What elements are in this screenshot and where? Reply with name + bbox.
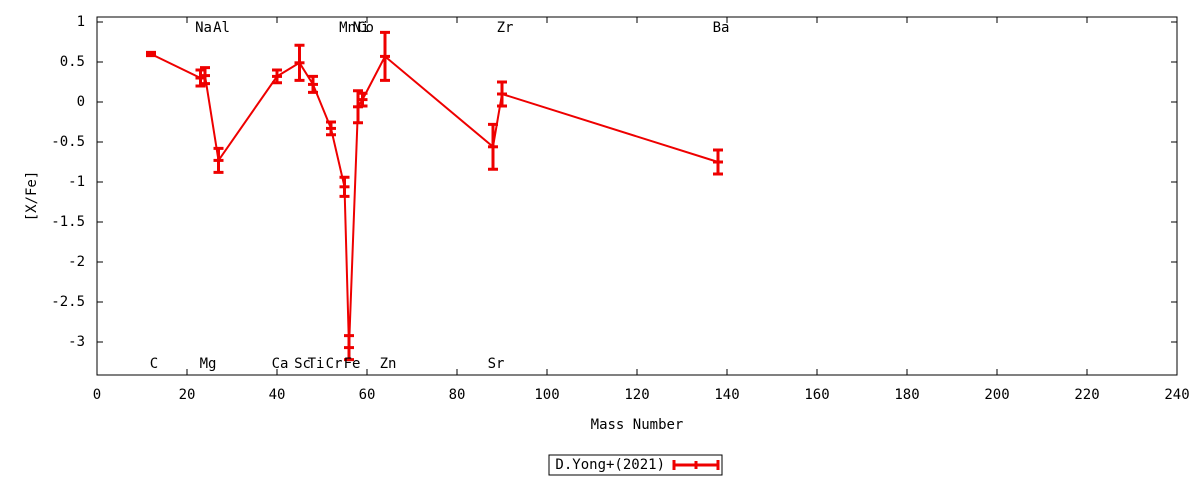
element-label: Ni (353, 20, 370, 36)
x-tick-label: 240 (1164, 387, 1189, 403)
element-label: Fe (344, 356, 361, 372)
element-label: C (150, 356, 158, 372)
plot-frame (96, 16, 1178, 376)
x-tick-label: 180 (894, 387, 919, 403)
y-axis-label: [X/Fe] (24, 171, 40, 222)
x-tick-label: 160 (804, 387, 829, 403)
legend-label: D.Yong+(2021) (555, 457, 665, 473)
element-label: Sc (294, 356, 311, 372)
x-axis-label: Mass Number (591, 417, 684, 433)
x-tick-label: 200 (984, 387, 1009, 403)
x-tick-label: 0 (93, 387, 101, 403)
x-tick-label: 20 (179, 387, 196, 403)
element-label: Zn (380, 356, 397, 372)
x-tick-label: 100 (534, 387, 559, 403)
series-line (150, 53, 719, 348)
y-tick-label: 0.5 (60, 54, 85, 70)
element-label: Ba (713, 20, 730, 36)
element-label: Al (213, 20, 230, 36)
element-label: Na (195, 20, 212, 36)
y-tick-label: -1 (68, 174, 85, 190)
x-tick-label: 140 (714, 387, 739, 403)
element-label: Ti (308, 356, 325, 372)
y-tick-label: 1 (77, 14, 85, 30)
element-label: Ca (272, 356, 289, 372)
x-tick-label: 80 (449, 387, 466, 403)
x-tick-label: 40 (269, 387, 286, 403)
y-tick-label: -1.5 (51, 214, 85, 230)
element-label: Cr (326, 356, 343, 372)
y-tick-label: 0 (77, 94, 85, 110)
x-tick-label: 220 (1074, 387, 1099, 403)
x-tick-label: 60 (359, 387, 376, 403)
y-tick-label: -3 (68, 334, 85, 350)
element-label: Mg (200, 356, 217, 372)
element-label: Zr (497, 20, 514, 36)
y-tick-label: -0.5 (51, 134, 85, 150)
element-label: Sr (488, 356, 505, 372)
legend-box (548, 454, 723, 476)
element-label: Co (357, 20, 374, 36)
y-tick-label: -2 (68, 254, 85, 270)
y-tick-label: -2.5 (51, 294, 85, 310)
x-tick-label: 120 (624, 387, 649, 403)
element-label: Mn (339, 20, 356, 36)
legend-swatch (672, 460, 720, 470)
